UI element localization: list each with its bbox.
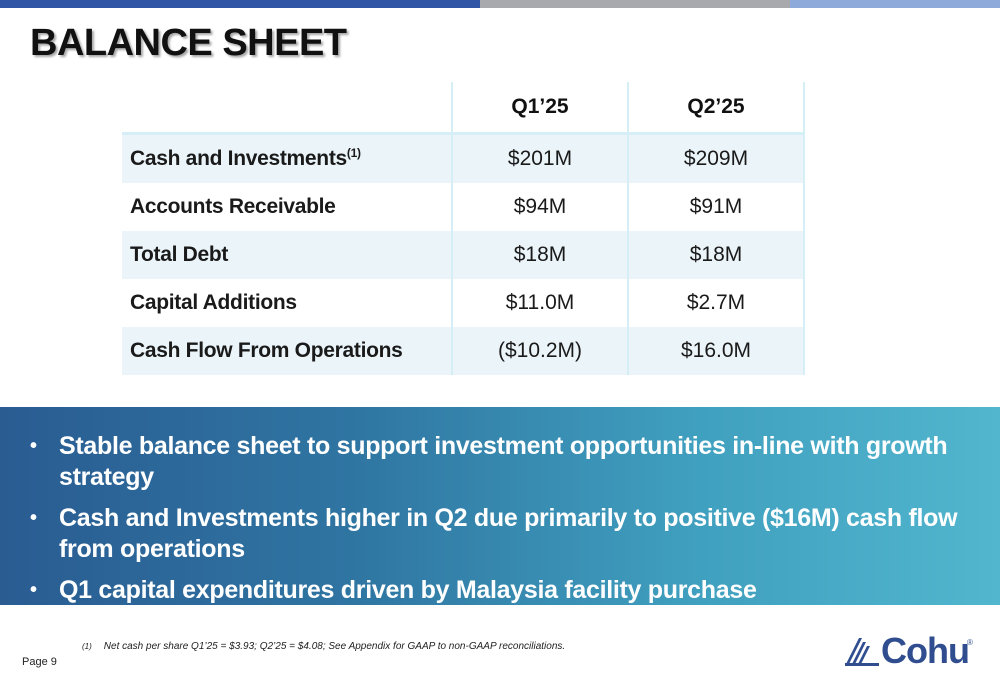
header-q1: Q1’25: [451, 82, 628, 135]
highlights-list: • Stable balance sheet to support investm…: [30, 431, 995, 616]
table-row: Cash Flow From Operations ($10.2M) $16.0…: [122, 327, 805, 375]
header-q2: Q2’25: [627, 82, 805, 135]
bullet-item: • Cash and Investments higher in Q2 due p…: [30, 503, 995, 565]
row-label: Cash and Investments(1): [122, 133, 452, 183]
q1-value: $201M: [451, 133, 628, 183]
page-title: BALANCE SHEET: [30, 22, 347, 64]
page-number: Page 9: [22, 656, 57, 668]
row-label-text: Cash and Investments: [130, 147, 347, 170]
bullet-dot-icon: •: [30, 507, 37, 529]
footnote-text: Net cash per share Q1’25 = $3.93; Q2’25 …: [103, 641, 566, 652]
table-row: Accounts Receivable $94M $91M: [122, 183, 805, 231]
bullet-dot-icon: •: [30, 579, 37, 601]
q1-value: $18M: [451, 231, 628, 279]
footnote: (1) Net cash per share Q1’25 = $3.93; Q2’…: [82, 641, 565, 652]
q2-value: $2.7M: [627, 279, 805, 327]
footnote-marker: (1): [82, 642, 92, 651]
footnote-ref: (1): [346, 146, 361, 160]
accent-bar-gray: [480, 0, 790, 8]
table-row: Cash and Investments(1) $201M $209M: [122, 133, 805, 183]
bullet-dot-icon: •: [30, 435, 37, 457]
cohu-logo-mark-icon: [845, 638, 879, 666]
bullet-text: Cash and Investments higher in Q2 due pr…: [59, 504, 958, 563]
bullet-item: • Stable balance sheet to support investm…: [30, 431, 995, 493]
bullet-text: Q1 capital expenditures driven by Malays…: [59, 576, 757, 604]
table-header-row: Q1’25 Q2’25: [122, 82, 805, 135]
row-label: Capital Additions: [130, 291, 297, 314]
row-label: Total Debt: [122, 231, 452, 279]
logo-wordmark: Cohu: [881, 630, 970, 671]
bullet-text: Stable balance sheet to support investme…: [59, 432, 948, 491]
registered-mark: ®: [967, 638, 973, 647]
q1-value: $11.0M: [451, 279, 628, 327]
highlights-banner: • Stable balance sheet to support investm…: [0, 407, 1000, 605]
company-logo: Cohu ®: [843, 630, 973, 672]
table-row: Total Debt $18M $18M: [122, 231, 805, 279]
q1-value: $94M: [451, 183, 628, 231]
q2-value: $91M: [627, 183, 805, 231]
bullet-item: • Q1 capital expenditures driven by Malay…: [30, 575, 995, 606]
header-label-cell: [122, 82, 452, 135]
accent-bar-blue: [0, 0, 480, 8]
q2-value: $209M: [627, 133, 805, 183]
top-accent-bar: [0, 0, 1000, 8]
q2-value: $16.0M: [627, 327, 805, 375]
q2-value: $18M: [627, 231, 805, 279]
row-label: Cash Flow From Operations: [122, 327, 452, 375]
balance-sheet-table: Q1’25 Q2’25 Cash and Investments(1) $201…: [122, 82, 805, 375]
accent-bar-lightblue: [790, 0, 1000, 8]
table-row: Capital Additions $11.0M $2.7M: [122, 279, 805, 327]
row-label: Accounts Receivable: [130, 195, 336, 218]
q1-value: ($10.2M): [451, 327, 628, 375]
